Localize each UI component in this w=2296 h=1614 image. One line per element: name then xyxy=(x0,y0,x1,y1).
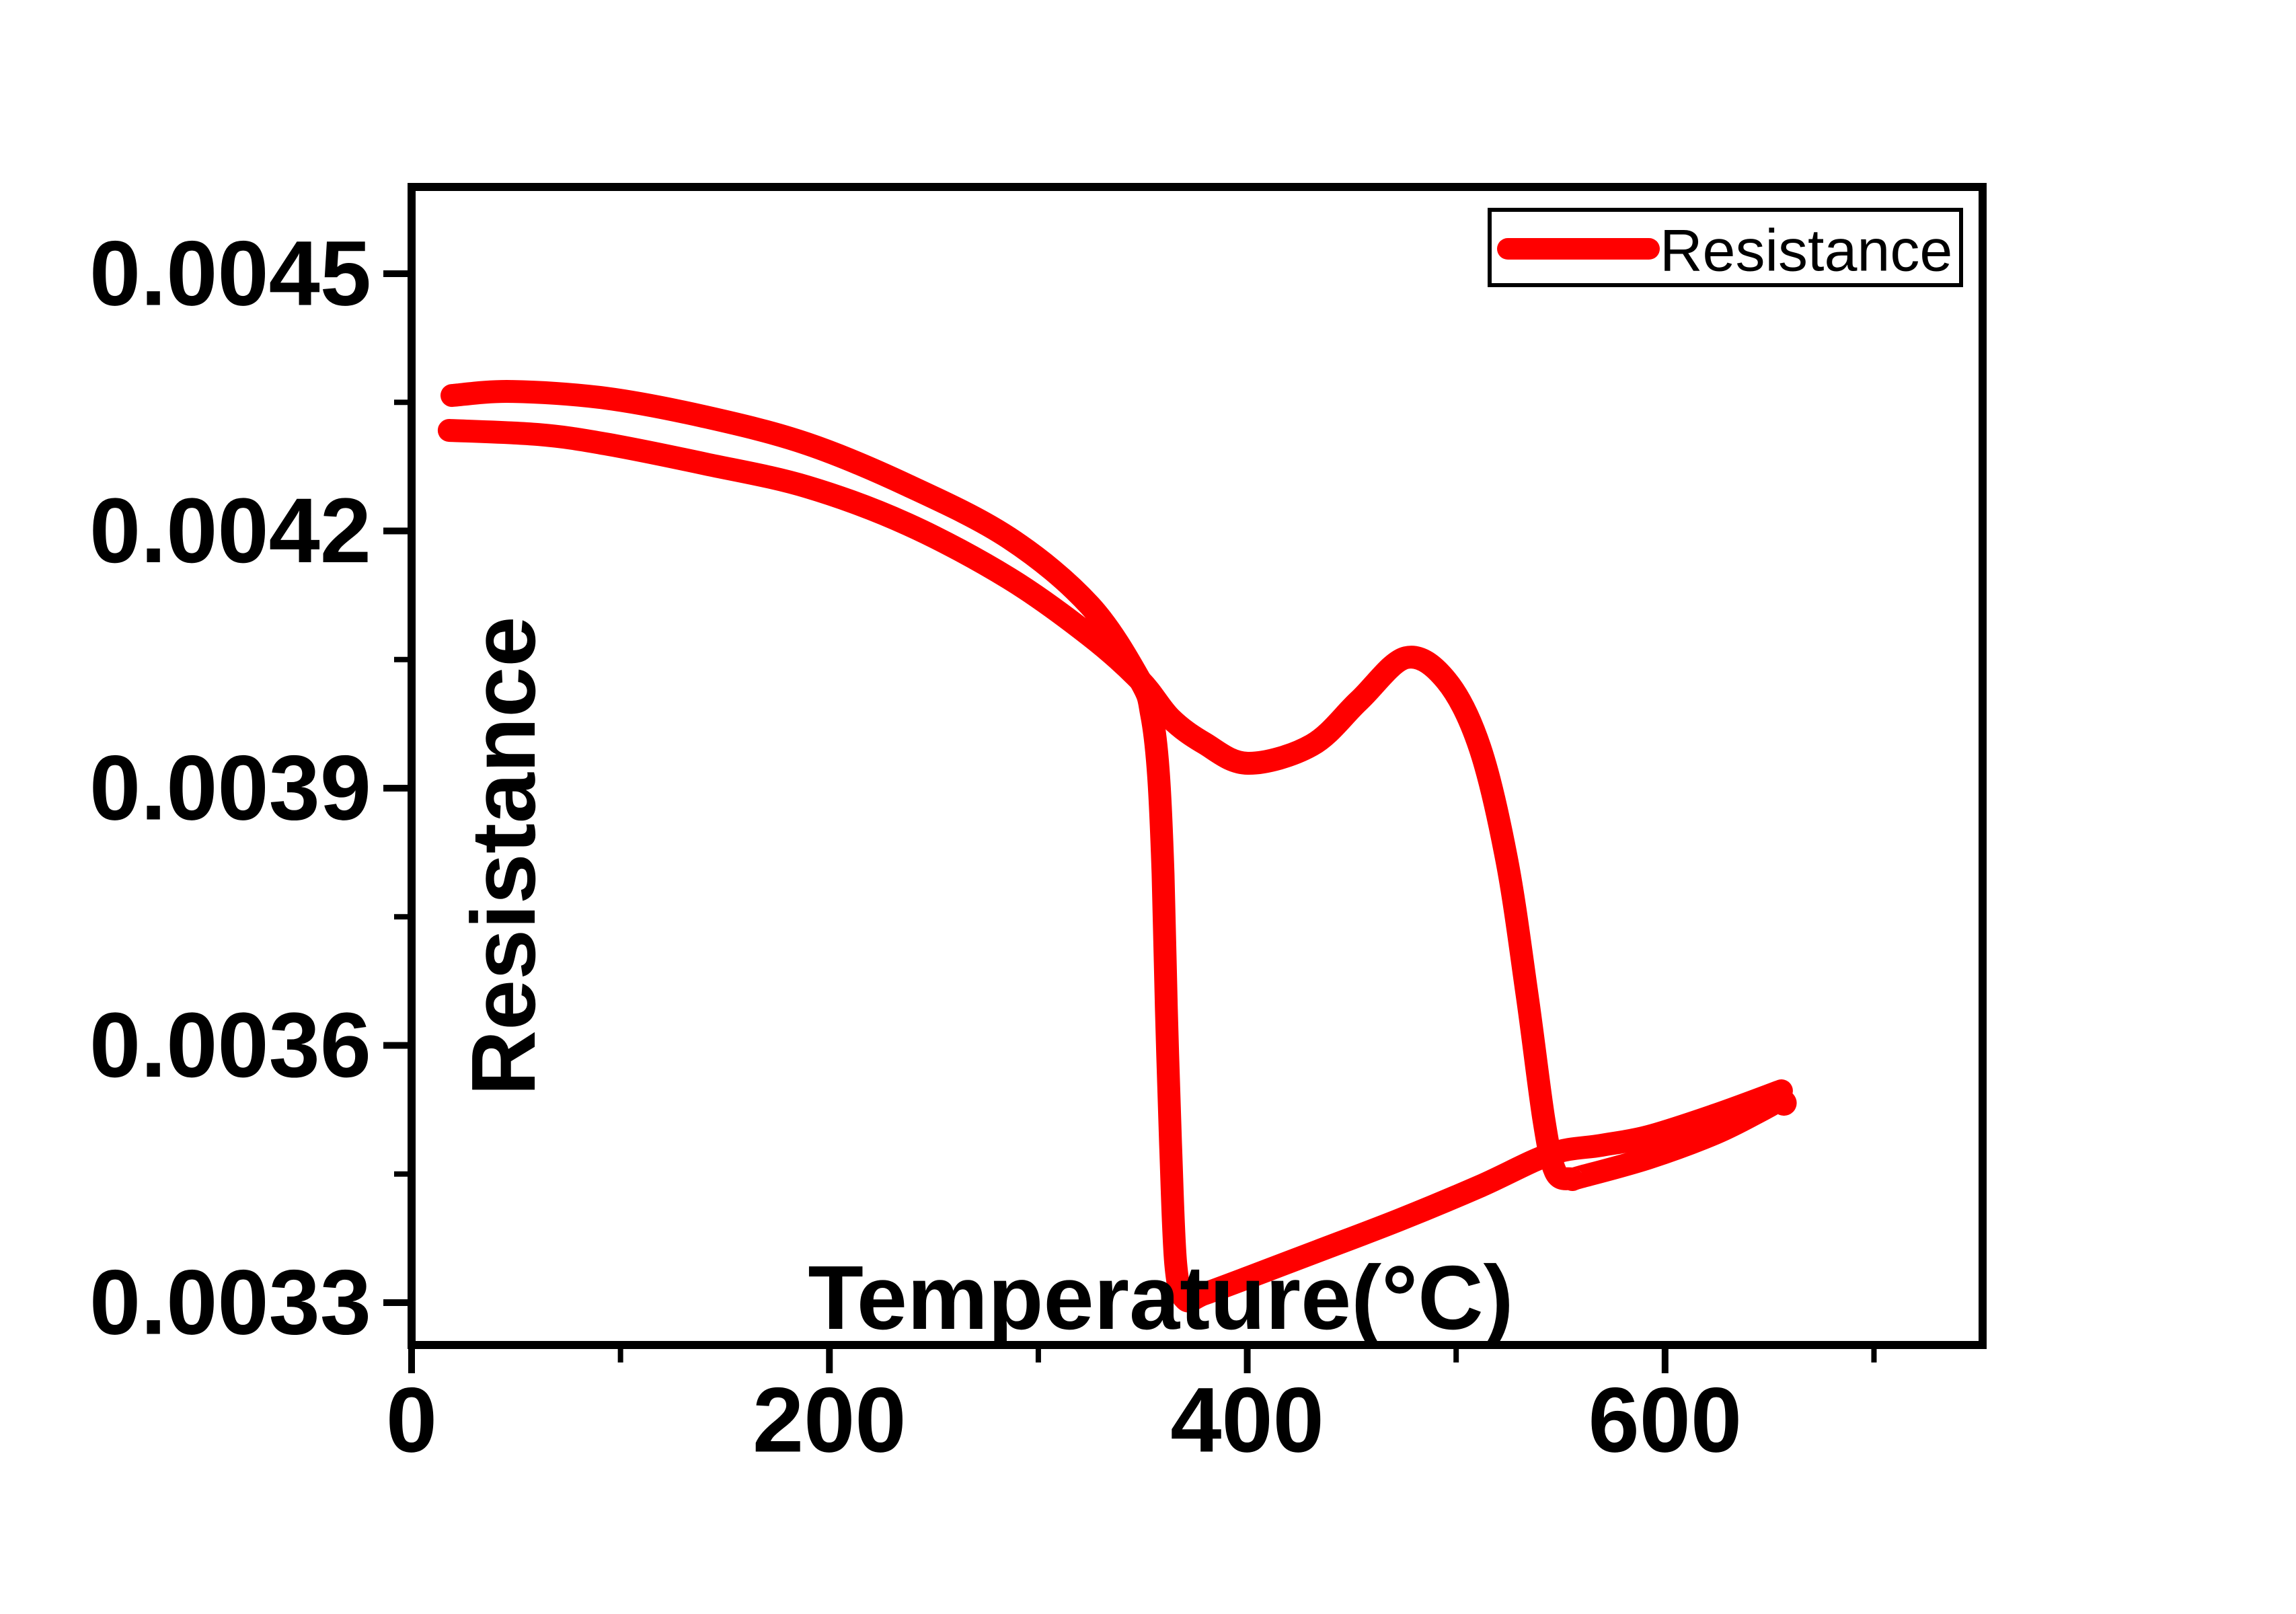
y-tick-label: 0.0039 xyxy=(89,737,371,840)
data-point-marker xyxy=(1771,1090,1797,1116)
legend: Resistance xyxy=(1488,208,1963,287)
x-tick-label: 400 xyxy=(1170,1369,1324,1472)
y-tick-label: 0.0042 xyxy=(89,479,371,582)
series-curves xyxy=(437,380,1797,1313)
y-tick-label: 0.0045 xyxy=(89,223,371,325)
legend-label: Resistance xyxy=(1660,217,1952,284)
x-tick-label: 600 xyxy=(1589,1369,1743,1472)
x-tick-label: 0 xyxy=(386,1369,437,1472)
curve-cooling-branch xyxy=(441,380,1793,1313)
y-tick-label: 0.0033 xyxy=(89,1252,371,1354)
axis-tick-labels: 0 200 400 600 0.0045 0.0042 0.0039 0.0036 0.0033 xyxy=(89,223,1742,1472)
x-axis-title: Temperature(°C) xyxy=(808,1247,1513,1348)
y-tick-label: 0.0036 xyxy=(89,994,371,1097)
axis-ticks xyxy=(383,270,1877,1373)
data-point-marker xyxy=(1662,1124,1688,1150)
y-axis-title: Resistance xyxy=(453,617,554,1096)
x-tick-label: 200 xyxy=(753,1369,907,1472)
plot-frame xyxy=(408,183,1987,1349)
curve-heating-branch xyxy=(437,419,1793,1192)
